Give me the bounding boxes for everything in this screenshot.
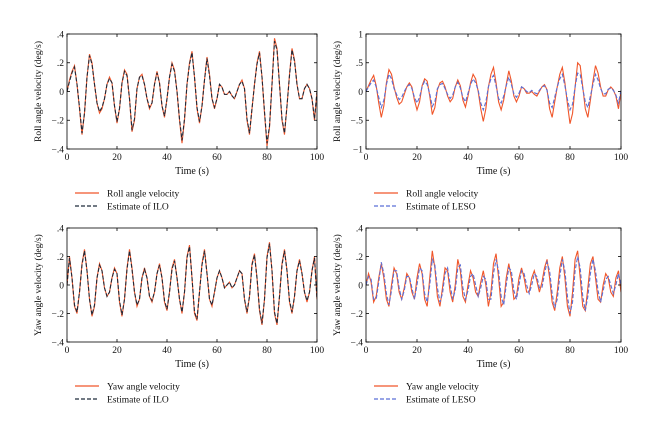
- y-tick-label: 1: [358, 30, 363, 40]
- legend-label: Yaw angle velocity: [107, 383, 180, 393]
- y-tick-label: 0: [358, 281, 363, 291]
- legend-label: Estimate of LESO: [406, 395, 476, 406]
- legend-label: Roll angle velocity: [107, 190, 180, 200]
- legend-label: Roll angle velocity: [406, 190, 479, 200]
- y-tick-label: −.2: [351, 310, 364, 320]
- x-tick-label: 80: [262, 346, 272, 356]
- y-tick-label: .4: [57, 30, 64, 40]
- y-axis-label: Yaw angle velocity (deg/s): [33, 234, 44, 336]
- x-tick-label: 80: [262, 153, 272, 163]
- y-tick-label: 0: [59, 281, 64, 291]
- x-tick-label: 0: [65, 346, 70, 356]
- series-line-tr-0: [366, 61, 621, 124]
- y-axis-label: Roll angle velocity (deg/s): [33, 41, 44, 142]
- x-tick-label: 80: [565, 346, 575, 356]
- y-tick-label: −.5: [351, 117, 364, 127]
- y-tick-label: .2: [57, 59, 64, 69]
- y-tick-label: −1: [353, 145, 363, 155]
- chart-panel-tr: 0 20 40 60 80 100 −1 −.5 0 .5 1 Time (s) Roll angle …: [332, 30, 628, 212]
- x-tick-label: 20: [412, 153, 422, 163]
- y-tick-label: −.4: [52, 338, 65, 348]
- x-axis-label: Time (s): [175, 359, 209, 370]
- x-tick-label: 0: [364, 346, 369, 356]
- legend-label: Estimate of ILO: [107, 202, 169, 213]
- x-tick-label: 60: [514, 346, 524, 356]
- legend-label: Estimate of LESO: [406, 202, 476, 213]
- x-tick-label: 100: [310, 153, 325, 163]
- y-axis-label: Roll angle velocity (deg/s): [332, 41, 343, 142]
- x-tick-label: 100: [614, 153, 629, 163]
- x-tick-label: 60: [212, 346, 222, 356]
- x-tick-label: 20: [112, 346, 122, 356]
- y-tick-label: .4: [356, 224, 363, 234]
- y-tick-label: .4: [57, 224, 64, 234]
- x-tick-label: 20: [112, 153, 122, 163]
- x-axis-label: Time (s): [477, 359, 511, 370]
- series-line-br-1: [366, 256, 621, 314]
- series-line-tr-1: [366, 72, 621, 112]
- series-line-tl-1: [67, 41, 317, 144]
- series-line-bl-1: [67, 243, 317, 324]
- x-tick-label: 0: [65, 153, 70, 163]
- x-tick-label: 20: [412, 346, 422, 356]
- x-tick-label: 100: [310, 346, 325, 356]
- x-tick-label: 40: [162, 346, 172, 356]
- y-axis-label: Yaw angle velocity (deg/s): [332, 234, 343, 336]
- chart-panel-bl: 0 20 40 60 80 100 −.4 −.2 0 .2 .4 Time (s) Yaw angle…: [33, 224, 324, 405]
- x-tick-label: 40: [463, 346, 473, 356]
- y-tick-label: −.4: [52, 145, 65, 155]
- y-tick-label: −.2: [52, 117, 65, 127]
- chart-panel-tl: 0 20 40 60 80 100 −.4 −.2 0 .2 .4 Time (s) Roll angl…: [33, 30, 324, 212]
- y-tick-label: −.2: [52, 310, 65, 320]
- y-tick-label: 0: [358, 88, 363, 98]
- chart-panel-br: 0 20 40 60 80 100 −.4 −.2 0 .2 .4 Time (s) Yaw angle…: [332, 224, 628, 405]
- y-tick-label: 0: [59, 88, 64, 98]
- x-tick-label: 80: [565, 153, 575, 163]
- x-tick-label: 40: [162, 153, 172, 163]
- x-tick-label: 60: [514, 153, 524, 163]
- x-tick-label: 100: [614, 346, 629, 356]
- legend-label: Estimate of ILO: [107, 395, 169, 406]
- series-line-br-0: [366, 250, 621, 317]
- y-tick-label: .5: [356, 59, 363, 69]
- y-tick-label: .2: [356, 253, 363, 263]
- x-axis-label: Time (s): [175, 166, 209, 177]
- x-tick-label: 40: [463, 153, 473, 163]
- legend-label: Yaw angle velocity: [406, 383, 479, 393]
- y-tick-label: −.4: [351, 338, 364, 348]
- x-tick-label: 0: [364, 153, 369, 163]
- y-tick-label: .2: [57, 253, 64, 263]
- x-axis-label: Time (s): [477, 166, 511, 177]
- x-tick-label: 60: [212, 153, 222, 163]
